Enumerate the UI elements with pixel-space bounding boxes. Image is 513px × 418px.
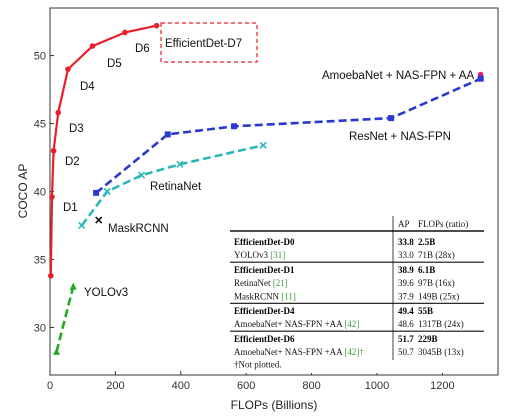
table-cell-ap: 48.6 [398,319,414,329]
retinanet-point [137,171,146,179]
table-cell-flops: 97B (16x) [418,278,455,288]
table-cell-model: AmoebaNet+ NAS-FPN +AA [42]† [234,347,364,357]
resnet-nas-fpn-point [477,75,484,82]
table-cell-flops: 2.5B [418,237,435,247]
x-axis-title: FLOPs (Billions) [231,398,318,412]
annotation-d4: D4 [80,81,95,93]
y-tick-label: 40 [34,187,46,199]
table-cell-model: EfficientDet-D4 [234,306,295,316]
x-tick-label: 400 [172,380,190,392]
table-cell-flops: 229B [418,334,438,344]
table-cell-flops: 3045B (13x) [418,347,464,357]
table-cell-ap: 39.6 [398,278,414,288]
efficientdet-d7-point [89,43,96,49]
maskrcnn-point [95,216,103,224]
efficientdet-d7-line [49,24,157,276]
retinanet-line [80,144,264,227]
table-cell-model: EfficientDet-D6 [234,334,295,344]
series-layer [48,22,484,355]
efficientdet-d7-point [49,194,55,200]
retinanet-point [78,221,86,230]
x-tick-label: 200 [106,380,124,392]
retinanet-point [176,160,184,168]
annotation-d2: D2 [65,156,80,168]
table-cell-flops: 55B [418,306,433,316]
table-cell-ap: 33.0 [398,250,414,260]
resnet-nas-fpn-point [231,123,238,130]
table-cell-ap: 51.7 [398,334,414,344]
x-tick-label: 1200 [430,380,454,392]
table-cell-model: EfficientDet-D0 [234,237,295,247]
table-cell-ap: 33.8 [398,237,414,247]
y-tick-label: 45 [34,119,46,131]
annotation-layer: EfficientDet-D7 AmoebaNet + NAS-FPN + AA R… [63,22,474,299]
table-cell-model: EfficientDet-D1 [234,265,295,275]
resnet-nas-fpn-point [388,115,395,122]
highlight-box [160,22,258,63]
table-header-ap: AP [398,219,410,229]
efficientdet-d7-point [50,147,57,154]
y-tick-label: 35 [34,254,46,266]
annotation-retinanet: RetinaNet [150,181,202,193]
table-cell-flops: 71B (28x) [418,250,455,260]
resnet-nas-fpn-point [164,131,171,138]
table-cell-model: YOLOv3 [31] [234,250,285,260]
retinanet-point [259,141,267,149]
table-cell-flops: 6.1B [418,265,435,275]
axis-ticks: 0 200 400 600 800 1000 1200 30 35 40 45 50 [34,51,455,392]
table-cell-ap: 37.9 [398,291,414,301]
annotation-d3: D3 [69,123,84,135]
annotation-d1: D1 [63,202,78,214]
table-cell-ap: 50.7 [398,347,414,357]
efficientdet-d7-point [55,109,61,116]
table-background [230,216,484,373]
x-tick-label: 1000 [365,380,389,392]
y-axis-title: COCO AP [16,164,30,219]
table-cell-model: AmoebaNet+ NAS-FPN +AA [42] [234,319,359,329]
annotation-maskrcnn: MaskRCNN [108,223,169,235]
annotation-efficientdet-d7: EfficientDet-D7 [165,38,242,50]
table-cell-flops: 149B (25x) [418,291,459,301]
table-cell-ap: 49.4 [398,306,414,316]
annotation-d6: D6 [135,43,150,55]
annotation-d5: D5 [107,58,122,70]
y-tick-label: 50 [34,51,46,63]
x-tick-label: 800 [302,380,320,392]
yolov3-point [53,347,61,355]
yolov3-point [69,282,77,290]
table-footnote: †Not plotted. [234,359,282,369]
efficientdet-d7-point [153,22,160,29]
efficientdet-d7-point [48,272,54,279]
retinanet-point [103,187,111,196]
annotation-yolov3: YOLOv3 [84,287,128,299]
table-cell-ap: 38.9 [398,265,414,275]
table-cell-model: MaskRCNN [11] [234,291,296,301]
x-tick-label: 0 [47,380,53,392]
table-cell-model: RetinaNet [21] [234,278,288,288]
x-tick-label: 600 [237,380,255,392]
table-header-flops: FLOPs (ratio) [418,219,468,229]
annotation-amoebanet: AmoebaNet + NAS-FPN + AA [322,70,474,82]
table-cell-flops: 1317B (24x) [418,319,464,329]
resnet-nas-fpn-point [93,189,100,196]
annotation-resnet: ResNet + NAS-FPN [349,131,451,143]
efficientdet-d7-point [122,29,128,36]
results-table: AP FLOPs (ratio) EfficientDet-D0 33.8 2.5B YO… [230,216,484,373]
efficientdet-d7-point [65,66,71,72]
y-tick-label: 30 [34,322,46,334]
